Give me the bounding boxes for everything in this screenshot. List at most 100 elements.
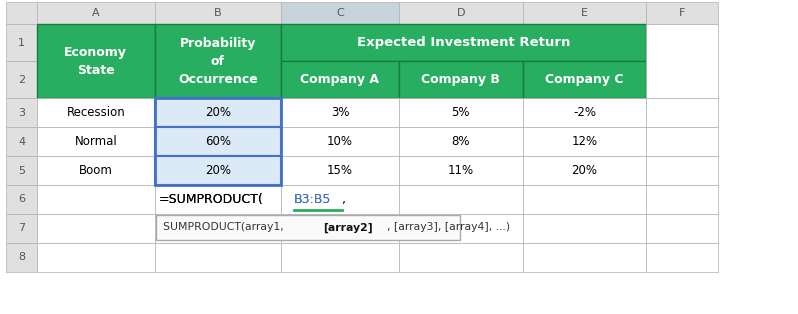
Bar	[399, 2, 523, 24]
Bar	[6, 185, 37, 214]
Bar	[281, 185, 399, 214]
Text: Company C: Company C	[545, 73, 624, 86]
Bar	[399, 61, 523, 98]
Bar	[37, 214, 155, 243]
Text: 5: 5	[18, 165, 25, 176]
Bar	[281, 243, 399, 272]
Text: E: E	[581, 8, 588, 18]
Bar	[37, 127, 155, 156]
Text: Probability
of
Occurrence: Probability of Occurrence	[178, 37, 258, 86]
Text: -2%: -2%	[573, 106, 596, 119]
Bar	[399, 98, 523, 127]
Text: Recession: Recession	[66, 106, 125, 119]
Text: Boom: Boom	[79, 164, 113, 177]
Text: B: B	[214, 8, 222, 18]
Text: B3:B5: B3:B5	[294, 193, 331, 206]
Bar	[37, 156, 155, 185]
Bar	[6, 98, 37, 127]
Bar	[281, 2, 399, 24]
Text: 3: 3	[18, 108, 25, 118]
Text: 20%: 20%	[571, 164, 598, 177]
Bar	[6, 2, 37, 24]
Text: 20%: 20%	[205, 164, 231, 177]
Bar	[281, 127, 399, 156]
Bar	[523, 127, 646, 156]
Bar	[523, 2, 646, 24]
Bar	[155, 98, 281, 127]
Text: Company A: Company A	[301, 73, 379, 86]
Bar	[155, 127, 281, 156]
Bar	[281, 24, 646, 61]
Bar	[37, 243, 155, 272]
Bar	[399, 127, 523, 156]
Bar	[399, 243, 523, 272]
Bar	[646, 127, 718, 156]
Text: B3:B5: B3:B5	[294, 193, 331, 206]
Text: 1: 1	[18, 38, 25, 48]
Text: [array2]: [array2]	[323, 222, 373, 232]
Text: Normal: Normal	[74, 135, 117, 148]
Bar	[646, 185, 718, 214]
Bar	[37, 24, 155, 98]
Text: ,: ,	[342, 193, 346, 206]
Text: 2: 2	[18, 75, 25, 85]
Text: 7: 7	[18, 223, 25, 233]
Text: Company B: Company B	[421, 73, 500, 86]
Bar	[155, 98, 281, 185]
Bar	[646, 2, 718, 24]
Bar	[155, 156, 281, 185]
Bar	[646, 24, 718, 98]
Text: D: D	[456, 8, 465, 18]
Text: , [array3], [array4], ...): , [array3], [array4], ...)	[387, 222, 510, 232]
Bar	[523, 98, 646, 127]
Text: 8%: 8%	[452, 135, 470, 148]
Bar	[281, 156, 399, 185]
Text: A: A	[92, 8, 100, 18]
Text: 5%: 5%	[452, 106, 470, 119]
Bar	[155, 2, 281, 24]
Text: 20%: 20%	[205, 106, 231, 119]
Bar	[155, 243, 281, 272]
Bar	[523, 185, 646, 214]
Text: SUMPRODUCT(array1,: SUMPRODUCT(array1,	[163, 222, 287, 232]
Bar	[399, 185, 523, 214]
Bar	[6, 214, 37, 243]
Bar	[6, 156, 37, 185]
Text: 4: 4	[18, 137, 25, 147]
Text: 12%: 12%	[571, 135, 598, 148]
Bar	[156, 215, 460, 240]
Bar	[399, 156, 523, 185]
Bar	[523, 156, 646, 185]
Bar	[155, 24, 281, 98]
Bar	[399, 214, 523, 243]
Bar	[37, 185, 155, 214]
Text: 15%: 15%	[327, 164, 353, 177]
Bar	[281, 98, 399, 127]
Bar	[6, 24, 37, 61]
Text: Economy
State: Economy State	[65, 46, 127, 77]
Bar	[6, 243, 37, 272]
Bar	[523, 214, 646, 243]
Text: =SUMPRODUCT(: =SUMPRODUCT(	[159, 193, 263, 206]
Bar	[646, 156, 718, 185]
Bar	[646, 214, 718, 243]
Bar	[37, 98, 155, 127]
Text: 6: 6	[18, 194, 25, 204]
Text: 3%: 3%	[330, 106, 350, 119]
Text: C: C	[336, 8, 344, 18]
Bar	[646, 243, 718, 272]
Text: F: F	[679, 8, 685, 18]
Bar	[523, 61, 646, 98]
Bar	[6, 127, 37, 156]
Text: 10%: 10%	[327, 135, 353, 148]
Text: 60%: 60%	[205, 135, 231, 148]
Text: 11%: 11%	[448, 164, 474, 177]
Bar	[6, 61, 37, 98]
Bar	[281, 61, 399, 98]
Bar	[155, 214, 281, 243]
Text: 8: 8	[18, 252, 25, 262]
Bar	[155, 185, 281, 214]
Text: =SUMPRODUCT(: =SUMPRODUCT(	[159, 193, 263, 206]
Bar	[281, 214, 399, 243]
Bar	[646, 98, 718, 127]
